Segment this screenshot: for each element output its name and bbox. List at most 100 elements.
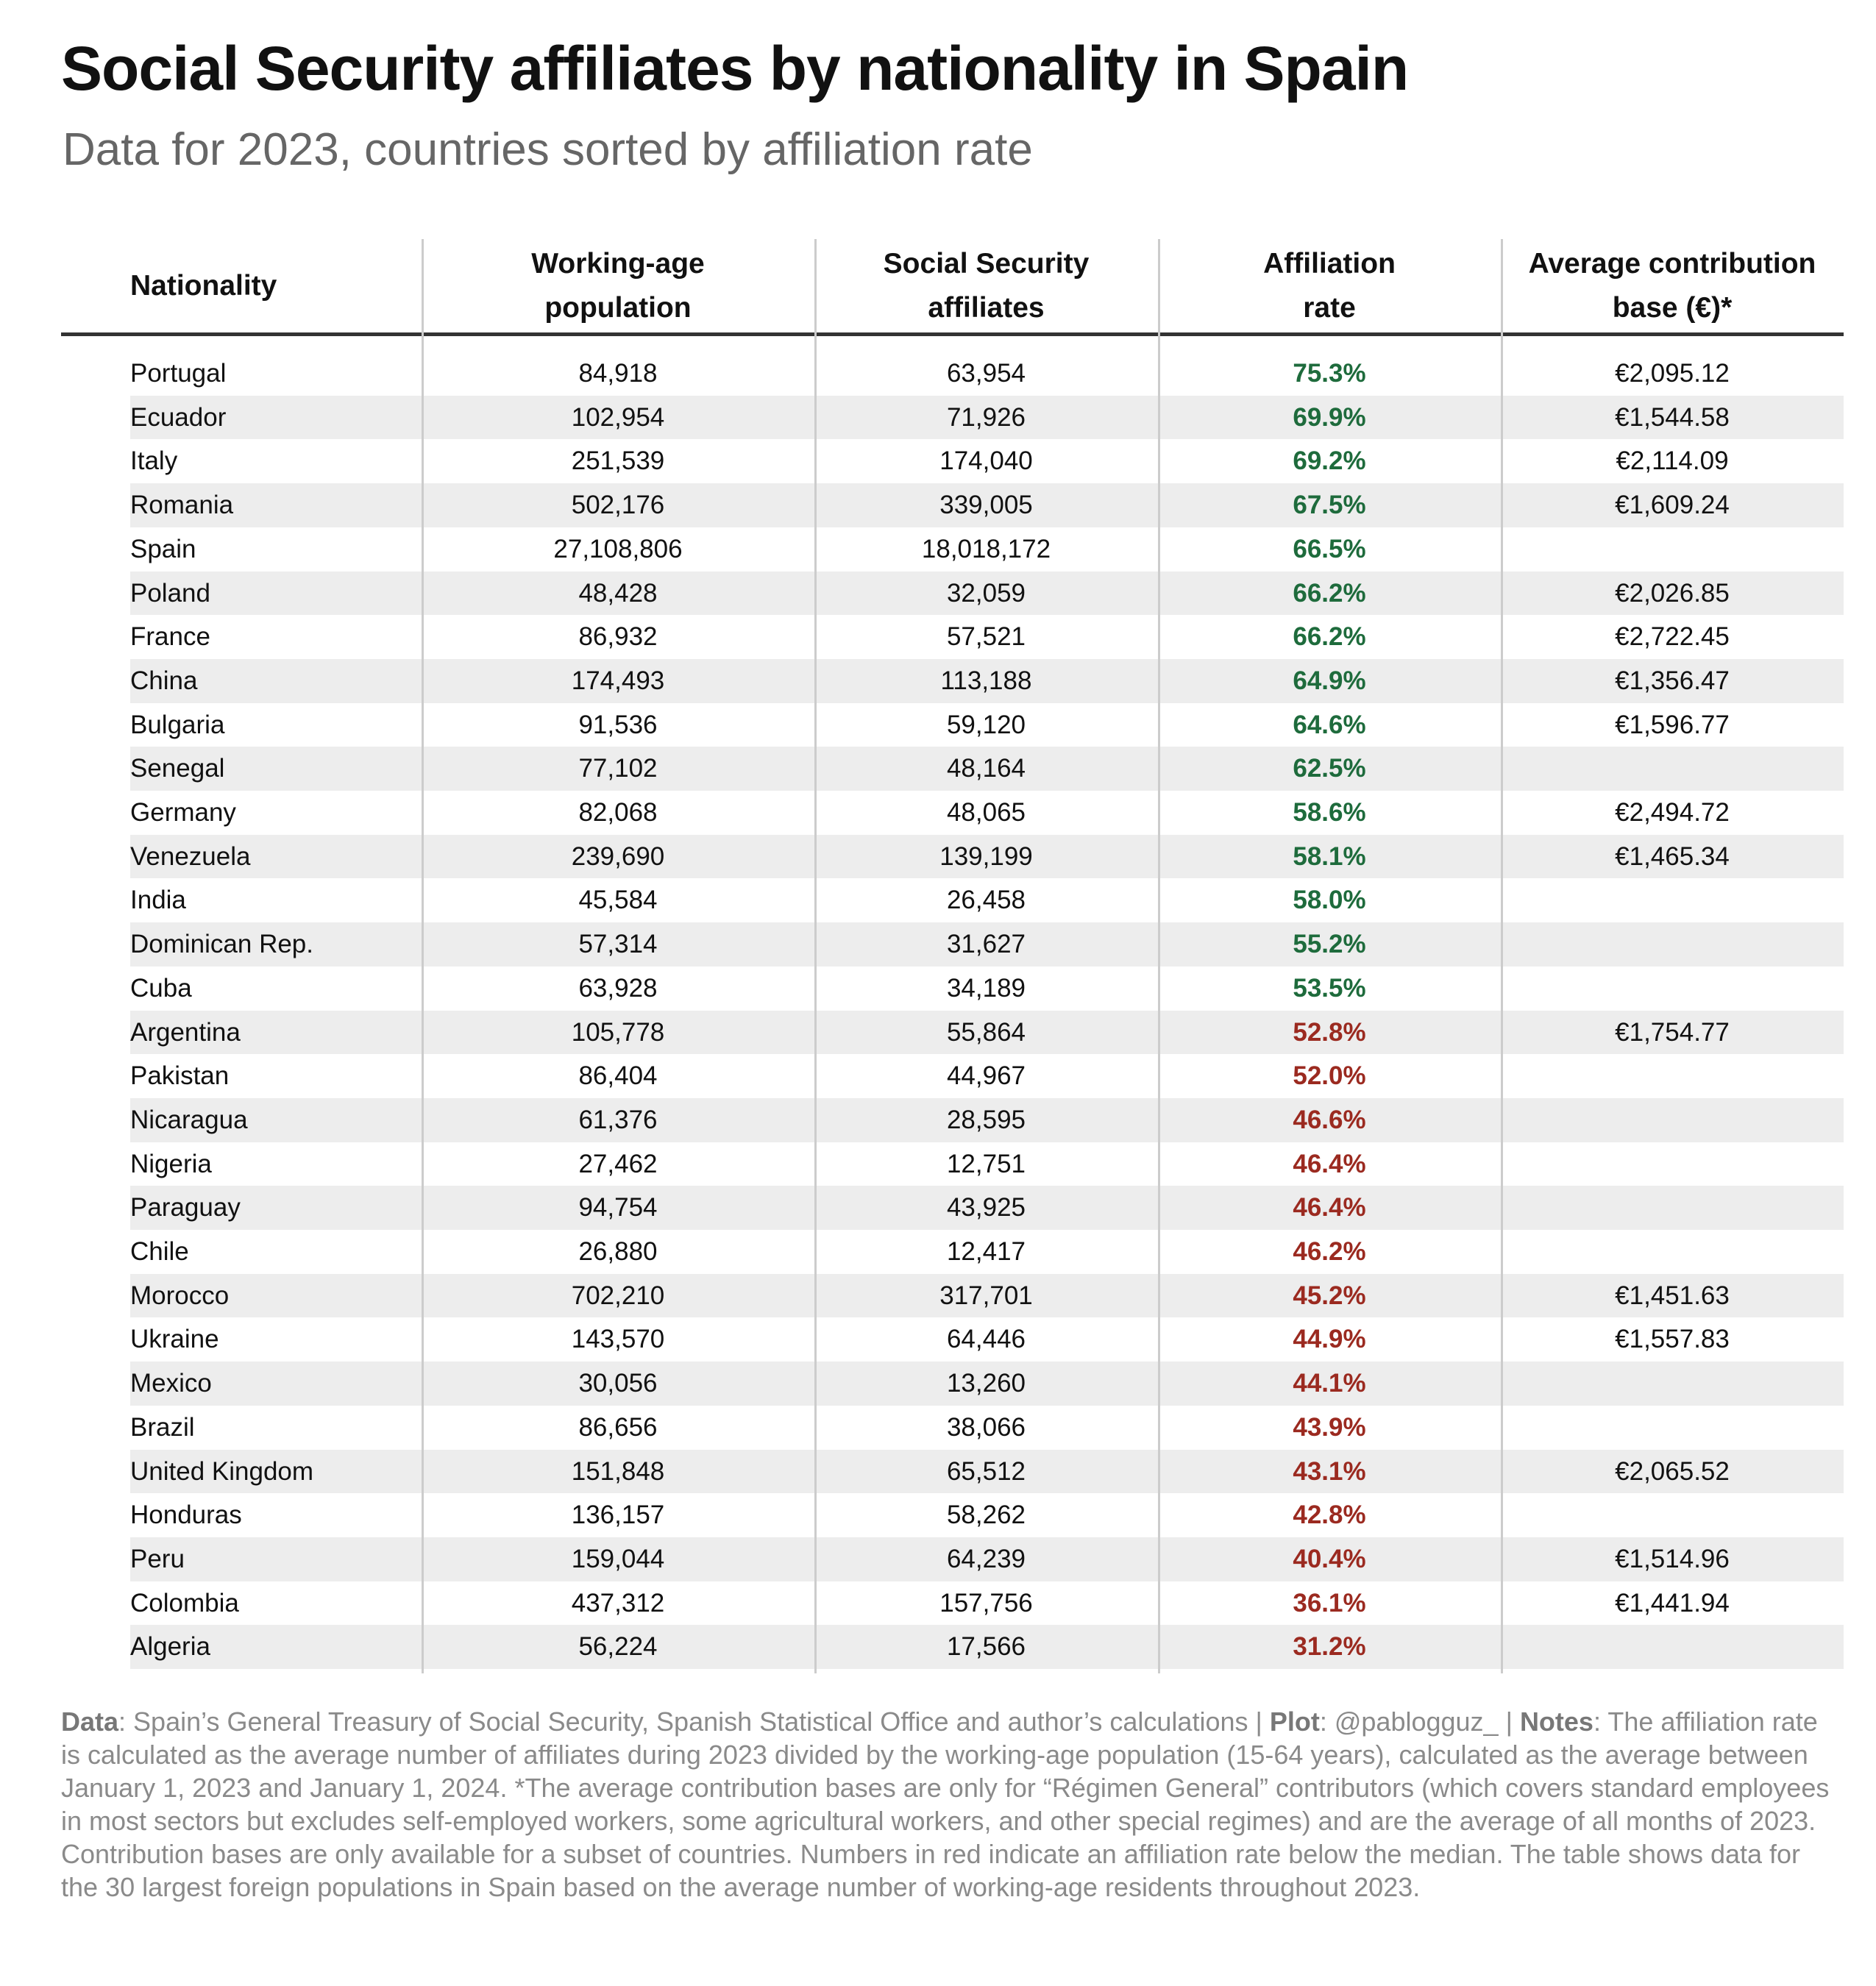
cell-affiliation-rate: 67.5%: [1293, 491, 1366, 520]
cell-avg-contribution-base: [1501, 1362, 1844, 1406]
cell-avg-contribution-base: [1501, 1054, 1844, 1098]
cell-nationality: Paraguay: [130, 1193, 241, 1222]
cell-social-security-affiliates: 31,627: [946, 930, 1026, 959]
cell-working-age-population: 30,056: [578, 1369, 658, 1398]
cell-avg-contribution-base: €2,026.85: [1615, 578, 1730, 608]
cell-avg-contribution-base: €1,557.83: [1615, 1325, 1730, 1354]
cell-social-security-affiliates: 64,239: [946, 1544, 1026, 1573]
table-row: Portugal 84,918 63,954 75.3% €2,095.12: [130, 352, 1844, 396]
table-row: France 86,932 57,521 66.2% €2,722.45: [130, 615, 1844, 659]
cell-working-age-population: 151,848: [571, 1456, 665, 1486]
cell-social-security-affiliates: 174,040: [939, 446, 1033, 476]
cell-nationality: Colombia: [130, 1588, 239, 1617]
cell-avg-contribution-base: €2,095.12: [1615, 359, 1730, 388]
cell-working-age-population: 27,462: [578, 1149, 658, 1178]
column-header-line: Affiliation: [1263, 247, 1396, 280]
cell-avg-contribution-base: [1501, 527, 1844, 572]
table-row: Argentina 105,778 55,864 52.8% €1,754.77: [130, 1010, 1844, 1055]
cell-working-age-population: 27,108,806: [553, 534, 683, 563]
cell-social-security-affiliates: 43,925: [946, 1193, 1026, 1222]
cell-avg-contribution-base: €2,722.45: [1615, 622, 1730, 652]
table-row: Dominican Rep. 57,314 31,627 55.2%: [130, 922, 1844, 967]
cell-social-security-affiliates: 48,164: [946, 754, 1026, 783]
column-divider: [422, 239, 424, 1673]
cell-working-age-population: 502,176: [571, 491, 665, 520]
footnote-plot-label: Plot: [1269, 1706, 1320, 1737]
cell-avg-contribution-base: €1,465.34: [1615, 841, 1730, 871]
table-row: China 174,493 113,188 64.9% €1,356.47: [130, 658, 1844, 703]
cell-working-age-population: 61,376: [578, 1105, 658, 1134]
column-header-line: population: [544, 291, 692, 324]
cell-nationality: China: [130, 666, 198, 695]
table-row: Paraguay 94,754 43,925 46.4%: [130, 1186, 1844, 1230]
cell-avg-contribution-base: [1501, 922, 1844, 967]
cell-affiliation-rate: 44.1%: [1293, 1369, 1366, 1398]
cell-affiliation-rate: 52.0%: [1293, 1061, 1366, 1091]
cell-nationality: Italy: [130, 446, 178, 476]
cell-working-age-population: 45,584: [578, 886, 658, 915]
cell-avg-contribution-base: €1,441.94: [1615, 1588, 1730, 1617]
column-header-affiliation-rate: Affiliation rate: [1158, 239, 1501, 332]
cell-working-age-population: 86,656: [578, 1412, 658, 1442]
table-row: Pakistan 86,404 44,967 52.0%: [130, 1054, 1844, 1098]
cell-avg-contribution-base: [1501, 747, 1844, 791]
cell-working-age-population: 102,954: [571, 402, 665, 432]
cell-avg-contribution-base: €1,596.77: [1615, 710, 1730, 739]
cell-avg-contribution-base: €1,356.47: [1615, 666, 1730, 695]
cell-working-age-population: 56,224: [578, 1632, 658, 1662]
table-row: Venezuela 239,690 139,199 58.1% €1,465.34: [130, 834, 1844, 879]
column-header-line: affiliates: [928, 291, 1045, 324]
cell-nationality: India: [130, 886, 186, 915]
cell-avg-contribution-base: €1,544.58: [1615, 402, 1730, 432]
cell-avg-contribution-base: [1501, 878, 1844, 922]
column-header-line: rate: [1303, 291, 1356, 324]
cell-social-security-affiliates: 317,701: [939, 1281, 1033, 1310]
table-row: Italy 251,539 174,040 69.2% €2,114.09: [130, 439, 1844, 483]
chart-subtitle: Data for 2023, countries sorted by affil…: [63, 124, 1033, 175]
cell-working-age-population: 437,312: [571, 1588, 665, 1617]
table-row: Ecuador 102,954 71,926 69.9% €1,544.58: [130, 395, 1844, 440]
table-row: India 45,584 26,458 58.0%: [130, 878, 1844, 922]
cell-working-age-population: 174,493: [571, 666, 665, 695]
cell-working-age-population: 84,918: [578, 359, 658, 388]
cell-working-age-population: 63,928: [578, 973, 658, 1003]
cell-nationality: Argentina: [130, 1017, 241, 1047]
cell-avg-contribution-base: [1501, 1406, 1844, 1450]
cell-working-age-population: 48,428: [578, 578, 658, 608]
table-row: Nigeria 27,462 12,751 46.4%: [130, 1142, 1844, 1186]
cell-social-security-affiliates: 339,005: [939, 491, 1033, 520]
column-header-line: Working-age: [531, 247, 705, 280]
cell-working-age-population: 239,690: [571, 841, 665, 871]
footnote-notes-label: Notes: [1519, 1706, 1593, 1737]
cell-avg-contribution-base: [1501, 1098, 1844, 1142]
column-header-working-age-population: Working-age population: [422, 239, 814, 332]
column-header-nationality: Nationality: [130, 239, 351, 332]
cell-avg-contribution-base: [1501, 1625, 1844, 1669]
table-row: Algeria 56,224 17,566 31.2%: [130, 1625, 1844, 1669]
cell-nationality: Senegal: [130, 754, 225, 783]
cell-avg-contribution-base: [1501, 967, 1844, 1011]
table-row: Colombia 437,312 157,756 36.1% €1,441.94: [130, 1581, 1844, 1626]
cell-nationality: Algeria: [130, 1632, 210, 1662]
cell-avg-contribution-base: €1,451.63: [1615, 1281, 1730, 1310]
cell-nationality: Mexico: [130, 1369, 212, 1398]
header-rule: [61, 332, 1844, 336]
table-row: Bulgaria 91,536 59,120 64.6% €1,596.77: [130, 703, 1844, 747]
cell-affiliation-rate: 42.8%: [1293, 1501, 1366, 1530]
cell-nationality: Spain: [130, 534, 196, 563]
cell-affiliation-rate: 75.3%: [1293, 359, 1366, 388]
table-row: United Kingdom 151,848 65,512 43.1% €2,065.5…: [130, 1449, 1844, 1494]
cell-affiliation-rate: 58.0%: [1293, 886, 1366, 915]
cell-working-age-population: 143,570: [571, 1325, 665, 1354]
cell-social-security-affiliates: 12,417: [946, 1237, 1026, 1266]
cell-social-security-affiliates: 32,059: [946, 578, 1026, 608]
cell-affiliation-rate: 31.2%: [1293, 1632, 1366, 1662]
cell-avg-contribution-base: €1,609.24: [1615, 491, 1730, 520]
cell-avg-contribution-base: [1501, 1142, 1844, 1186]
column-divider: [814, 239, 817, 1673]
cell-affiliation-rate: 64.9%: [1293, 666, 1366, 695]
table-row: Honduras 136,157 58,262 42.8%: [130, 1493, 1844, 1537]
cell-affiliation-rate: 53.5%: [1293, 973, 1366, 1003]
cell-working-age-population: 136,157: [571, 1501, 665, 1530]
column-header-line: base (€)*: [1612, 291, 1733, 324]
